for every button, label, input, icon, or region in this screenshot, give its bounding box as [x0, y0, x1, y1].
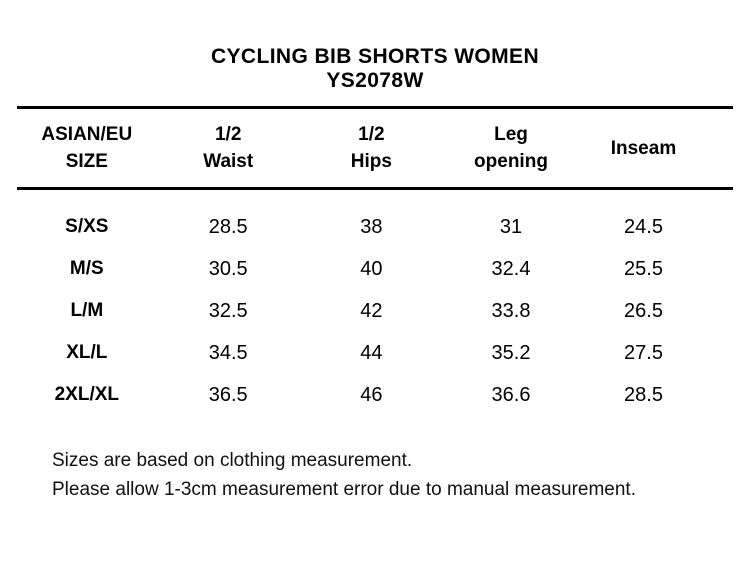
- column-header-line: Inseam: [610, 137, 677, 159]
- column-header-line: SIZE: [65, 151, 108, 172]
- size-label: S/XS: [65, 216, 109, 237]
- table-row: XL/L 34.5 44 35.2 27.5: [17, 332, 733, 374]
- note-line-2: Please allow 1-3cm measurement error due…: [52, 479, 636, 500]
- half-hips-value: 46: [360, 383, 383, 406]
- table-row: L/M 32.5 42 33.8 26.5: [17, 290, 733, 332]
- product-title: CYCLING BIB SHORTS WOMEN: [210, 45, 540, 68]
- column-header-line: Hips: [350, 151, 392, 172]
- leg-opening-value: 32.4: [491, 257, 531, 280]
- table-row: M/S 30.5 40 32.4 25.5: [17, 248, 733, 290]
- half-waist-value: 36.5: [208, 383, 248, 406]
- column-header-line: Waist: [203, 151, 254, 172]
- column-header-size: ASIAN/EU SIZE: [17, 109, 157, 187]
- half-hips-value: 44: [360, 341, 383, 364]
- half-hips-value: 40: [360, 257, 383, 280]
- column-header-half-hips: 1/2 Hips: [300, 109, 443, 187]
- size-label: L/M: [70, 300, 104, 321]
- leg-opening-value: 31: [499, 215, 523, 238]
- size-table: ASIAN/EU SIZE 1/2 Waist 1/2 Hips Leg ope…: [17, 106, 733, 416]
- inseam-value: 25.5: [624, 257, 663, 280]
- column-header-line: 1/2: [214, 124, 242, 145]
- leg-opening-value: 33.8: [491, 299, 531, 322]
- column-header-line: 1/2: [358, 124, 385, 145]
- half-hips-value: 42: [360, 299, 383, 322]
- inseam-value: 24.5: [624, 215, 663, 238]
- table-header-row: ASIAN/EU SIZE 1/2 Waist 1/2 Hips Leg ope…: [17, 106, 733, 190]
- note-line-1: Sizes are based on clothing measurement.: [52, 450, 413, 471]
- table-row: S/XS 28.5 38 31 24.5: [17, 206, 733, 248]
- leg-opening-value: 36.6: [491, 383, 531, 406]
- table-row: 2XL/XL 36.5 46 36.6 28.5: [17, 374, 733, 416]
- size-label: 2XL/XL: [54, 384, 119, 405]
- leg-opening-value: 35.2: [491, 341, 531, 364]
- column-header-leg-opening: Leg opening: [443, 109, 579, 187]
- half-waist-value: 30.5: [208, 257, 248, 280]
- column-header-line: opening: [474, 151, 548, 172]
- table-body: S/XS 28.5 38 31 24.5 M/S 30.5 40 32.4 25…: [17, 190, 733, 416]
- product-code: YS2078W: [326, 69, 424, 92]
- measurement-notes: Sizes are based on clothing measurement.…: [0, 446, 750, 504]
- inseam-value: 28.5: [624, 383, 663, 406]
- page-title: CYCLING BIB SHORTS WOMEN YS2078W: [0, 0, 750, 93]
- column-header-line: Leg: [494, 124, 528, 145]
- half-waist-value: 28.5: [208, 215, 248, 238]
- half-hips-value: 38: [360, 215, 383, 238]
- column-header-half-waist: 1/2 Waist: [157, 109, 300, 187]
- size-label: M/S: [69, 258, 104, 279]
- column-header-line: ASIAN/EU: [41, 124, 133, 145]
- half-waist-value: 32.5: [208, 299, 248, 322]
- size-label: XL/L: [66, 342, 108, 363]
- inseam-value: 27.5: [624, 341, 663, 364]
- half-waist-value: 34.5: [208, 341, 248, 364]
- column-header-inseam: Inseam: [579, 109, 733, 187]
- inseam-value: 26.5: [624, 299, 663, 322]
